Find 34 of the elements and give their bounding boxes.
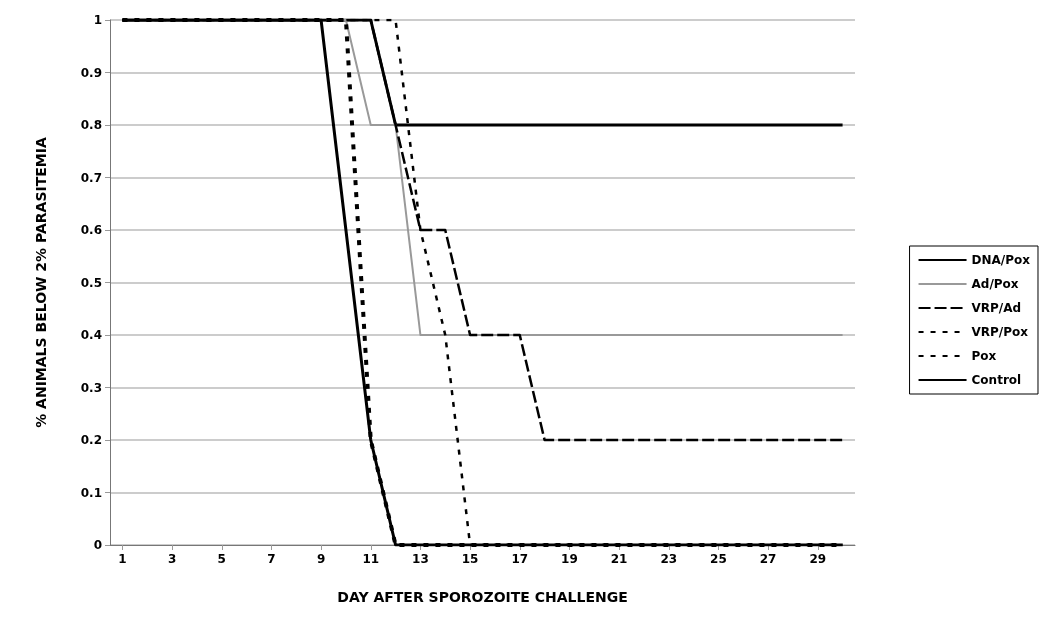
x-tick-label: 25 bbox=[710, 552, 727, 566]
legend-label: Ad/Pox bbox=[971, 277, 1019, 291]
x-tick-label: 5 bbox=[217, 552, 226, 566]
legend-label: Pox bbox=[971, 349, 997, 363]
y-tick-label: 0.5 bbox=[80, 275, 102, 290]
x-tick-label: 17 bbox=[511, 552, 529, 566]
y-tick-label: 0.2 bbox=[80, 433, 102, 447]
y-axis-title: % ANIMALS BELOW 2% PARASITEMIA bbox=[33, 137, 49, 428]
x-tick-label: 27 bbox=[759, 552, 777, 566]
y-tick-label: 0.7 bbox=[80, 170, 102, 185]
x-tick-label: 19 bbox=[561, 552, 578, 566]
x-tick-label: 13 bbox=[412, 552, 429, 566]
y-tick-label: 0.8 bbox=[80, 118, 102, 132]
y-tick-label: 0.6 bbox=[80, 223, 102, 237]
y-tick-label: 0 bbox=[93, 538, 102, 552]
x-tick-label: 7 bbox=[267, 552, 276, 566]
x-tick-label: 15 bbox=[461, 552, 479, 566]
x-axis-title: DAY AFTER SPOROZOITE CHALLENGE bbox=[337, 589, 628, 605]
y-tick-label: 0.4 bbox=[80, 328, 102, 342]
legend-label: VRP/Pox bbox=[971, 325, 1029, 339]
y-tick-label: 0.1 bbox=[80, 485, 102, 500]
y-tick-label: 0.9 bbox=[80, 65, 102, 80]
x-tick-label: 1 bbox=[118, 552, 127, 566]
y-tick-label: 0.3 bbox=[80, 380, 102, 395]
legend-label: VRP/Ad bbox=[971, 301, 1022, 315]
x-tick-label: 21 bbox=[610, 552, 628, 566]
x-tick-label: 11 bbox=[362, 552, 380, 566]
legend-label: Control bbox=[971, 373, 1022, 387]
x-tick-label: 3 bbox=[167, 552, 177, 566]
x-tick-label: 23 bbox=[660, 552, 678, 566]
legend-label: DNA/Pox bbox=[971, 253, 1031, 267]
x-tick-label: 9 bbox=[316, 552, 326, 566]
y-tick-label: 1 bbox=[93, 13, 102, 27]
x-tick-label: 29 bbox=[809, 552, 827, 566]
